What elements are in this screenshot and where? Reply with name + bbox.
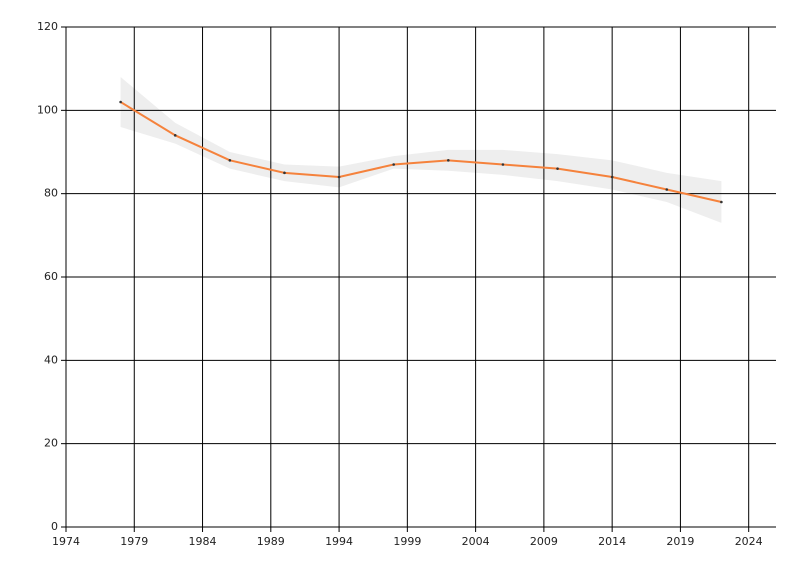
point [720,200,723,204]
y-tick-label: 60 [44,270,58,283]
x-tick-label: 1984 [189,535,217,548]
x-tick-label: 2009 [530,535,558,548]
y-tick-label: 120 [37,20,58,33]
x-tick-label: 1999 [393,535,421,548]
confidence-band [120,77,722,223]
point [228,159,232,162]
point [556,167,559,170]
x-tick-label: 2014 [598,535,626,548]
point [447,159,450,162]
y-tick-label: 100 [37,103,58,116]
x-tick-label: 2019 [666,535,694,548]
y-tick-label: 0 [51,520,58,533]
point [392,163,395,166]
point [119,100,122,104]
x-tick-label: 1979 [120,535,148,548]
x-tick-label: 1994 [325,535,353,548]
point [173,134,177,137]
x-tick-label: 1989 [257,535,285,548]
point [665,188,669,191]
point [501,163,505,166]
x-tick-label: 2024 [735,535,763,548]
y-tick-label: 80 [44,187,58,200]
x-tick-label: 1974 [52,535,80,548]
y-tick-label: 40 [44,353,58,366]
line [120,101,722,203]
point [283,171,286,175]
y-tick-label: 20 [44,437,58,450]
point [337,175,341,179]
x-tick-label: 2004 [462,535,490,548]
point [610,175,614,179]
